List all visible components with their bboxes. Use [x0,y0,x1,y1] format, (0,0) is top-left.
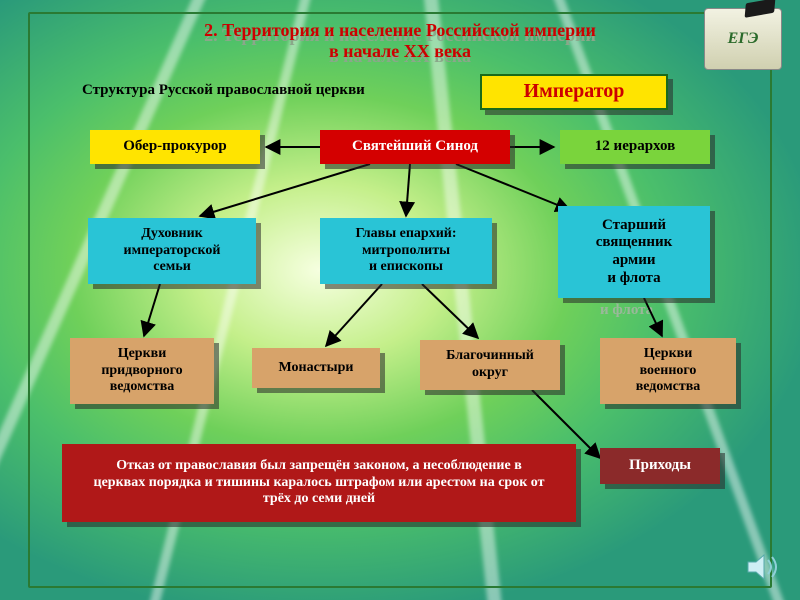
arrow-eparchy-monastery [326,284,382,346]
node-military: Церкви военного ведомства [600,338,736,404]
graduation-cap-icon [745,0,776,18]
title-main: 2. Территория и население Российской имп… [0,20,800,62]
subtitle: Структура Русской православной церкви [82,82,365,99]
node-note: Отказ от православия был запрещён законо… [62,444,576,522]
node-deanery: Благочинный округ [420,340,560,390]
node-confessor: Духовник императорской семьи [88,218,256,284]
node-monastery: Монастыри [252,348,380,388]
node-hierarchs: 12 иерархов [560,130,710,164]
arrow-eparchy-deanery [422,284,478,338]
node-court: Церкви придворного ведомства [70,338,214,404]
arrow-synod-eparchy [406,164,410,216]
arrow-synod-confessor [200,164,370,216]
arrow-synod-senior [456,164,570,210]
node-eparchy: Главы епархий: митрополиты и епископы [320,218,492,284]
speaker-icon [746,552,782,582]
arrow-confessor-court [144,284,160,336]
node-parish: Приходы [600,448,720,484]
node-ober: Обер-прокурор [90,130,260,164]
node-emperor: Император [480,74,668,110]
node-senior: Старший священник армии и флота [558,206,710,298]
slide-title: 2. Территория и население Российской имп… [0,20,800,62]
node-synod: Святейший Синод [320,130,510,164]
senior-shadow-text: и флота [600,302,653,319]
